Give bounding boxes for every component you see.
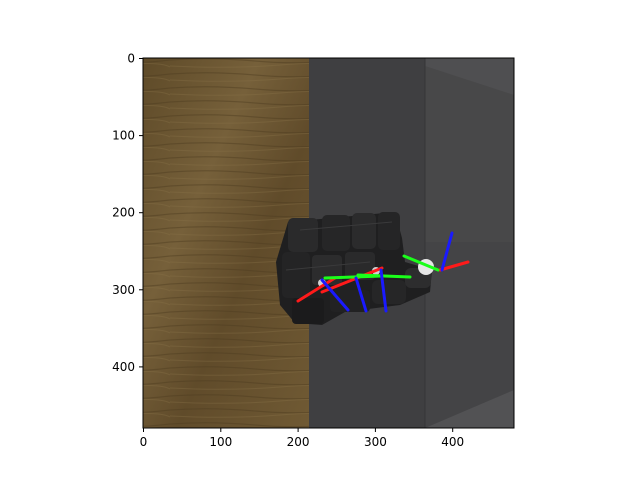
y-tick-label: 0 [127, 52, 135, 66]
y-tick-label: 100 [112, 129, 135, 143]
x-tick-label: 200 [287, 435, 310, 449]
wall-bottom-facet [425, 390, 514, 428]
y-axis: 0 100 200 300 400 [112, 52, 143, 374]
y-tick-label: 400 [112, 360, 135, 374]
x-tick-label: 0 [140, 435, 148, 449]
y-tick-label: 300 [112, 283, 135, 297]
x-tick-label: 300 [364, 435, 387, 449]
y-tick-label: 200 [112, 206, 135, 220]
x-tick-label: 100 [209, 435, 232, 449]
plot-frame [142, 57, 515, 429]
image-area [143, 58, 514, 428]
wall-top-facet [425, 58, 514, 95]
wood-grain [143, 58, 309, 428]
x-axis: 0 100 200 300 400 [140, 428, 464, 449]
wall-lower-facet [425, 242, 514, 428]
x-tick-label: 400 [441, 435, 464, 449]
pose-frames [296, 231, 470, 313]
